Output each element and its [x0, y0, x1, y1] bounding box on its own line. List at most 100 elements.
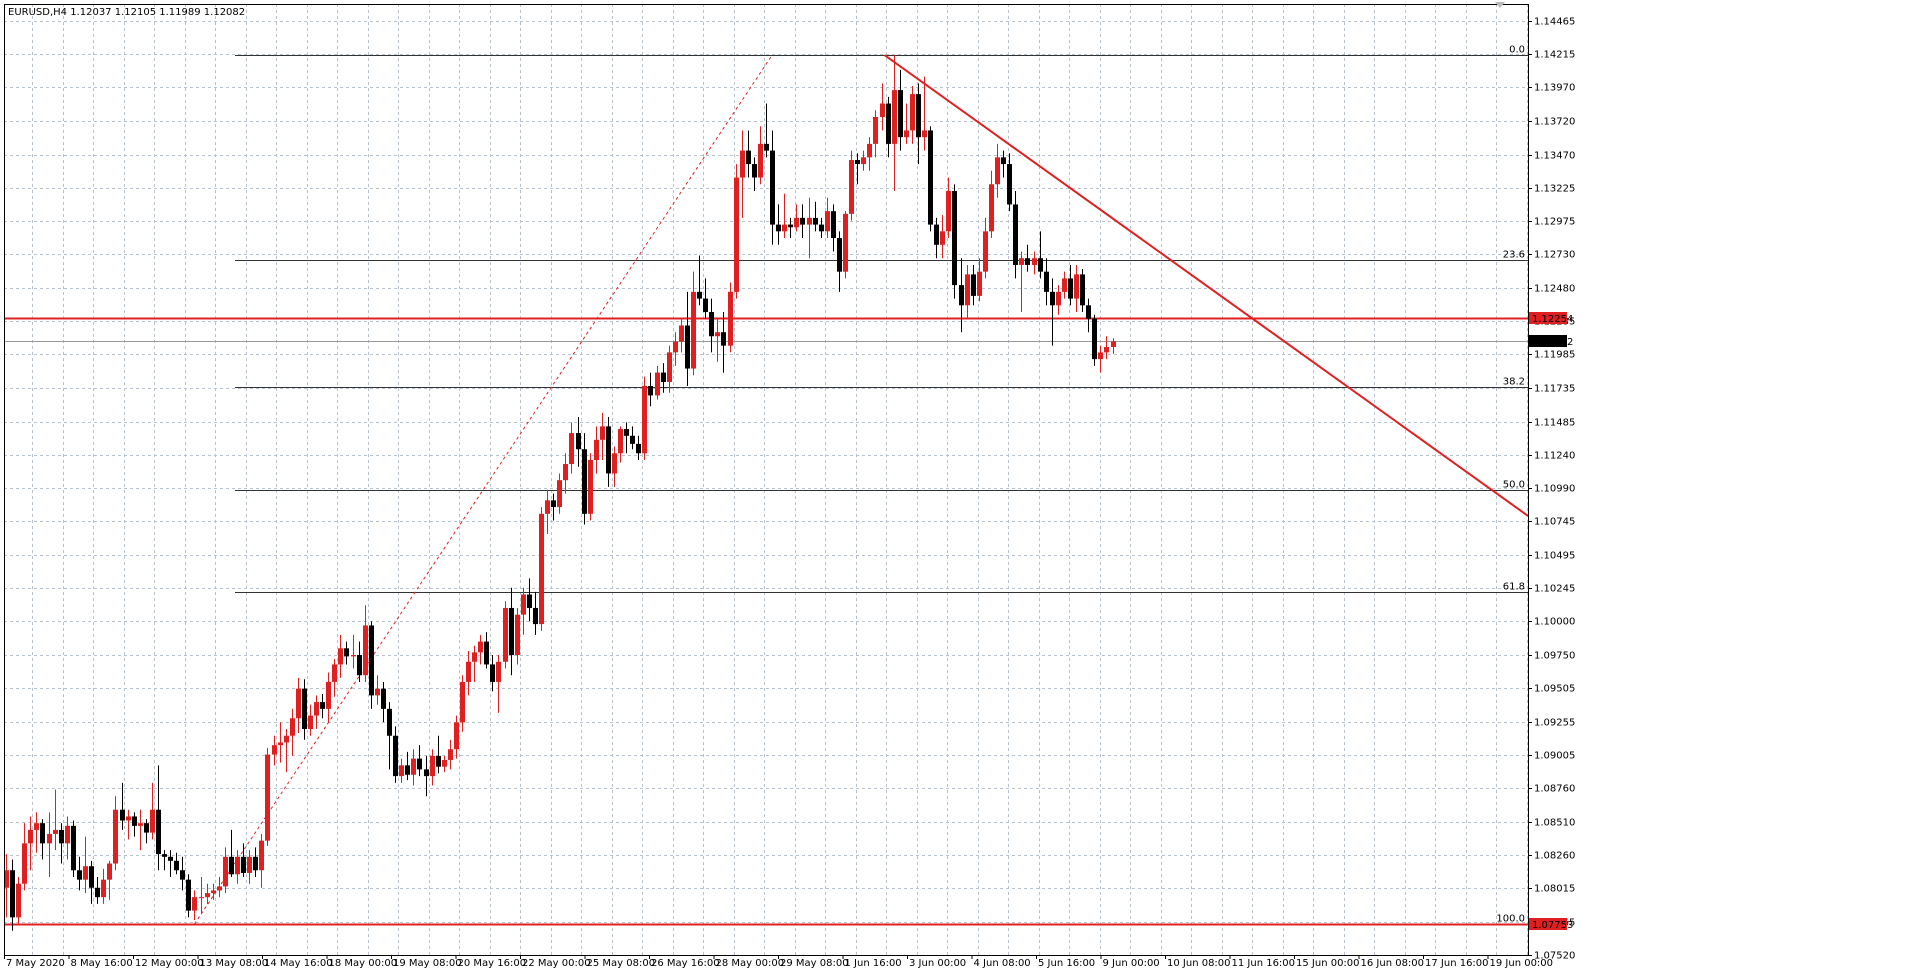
candle-body[interactable]: [296, 688, 301, 719]
candle-body[interactable]: [448, 749, 453, 760]
candle-body[interactable]: [630, 435, 635, 444]
scroll-marker-icon[interactable]: [1495, 2, 1505, 8]
candle-body[interactable]: [199, 897, 204, 899]
candle-body[interactable]: [934, 224, 939, 245]
candle-body[interactable]: [740, 150, 745, 178]
candle-body[interactable]: [861, 157, 866, 165]
candle-body[interactable]: [788, 224, 793, 228]
candle-body[interactable]: [503, 607, 508, 662]
candle-body[interactable]: [126, 816, 131, 821]
candle-body[interactable]: [211, 890, 216, 894]
candle-body[interactable]: [758, 143, 763, 178]
candle-body[interactable]: [138, 823, 143, 826]
candle-body[interactable]: [375, 688, 380, 696]
candle-body[interactable]: [849, 160, 854, 214]
candle-body[interactable]: [393, 735, 398, 777]
candle-body[interactable]: [1092, 318, 1097, 360]
candle-body[interactable]: [83, 866, 88, 880]
candle-body[interactable]: [679, 325, 684, 342]
candle-body[interactable]: [399, 765, 404, 777]
candle-body[interactable]: [1025, 258, 1030, 265]
candle-body[interactable]: [794, 217, 799, 228]
candle-body[interactable]: [47, 833, 52, 844]
candle-body[interactable]: [28, 829, 33, 844]
candle-body[interactable]: [563, 464, 568, 481]
candle-body[interactable]: [576, 433, 581, 450]
candle-body[interactable]: [369, 625, 374, 696]
candle-body[interactable]: [302, 688, 307, 730]
candle-body[interactable]: [338, 648, 343, 665]
candle-body[interactable]: [989, 184, 994, 232]
candle-body[interactable]: [995, 157, 1000, 185]
candle-body[interactable]: [636, 443, 641, 454]
candle-body[interactable]: [697, 291, 702, 299]
candle-body[interactable]: [1007, 164, 1012, 205]
candle-body[interactable]: [363, 625, 368, 676]
candle-body[interactable]: [314, 702, 319, 716]
candle-body[interactable]: [168, 856, 173, 861]
candle-body[interactable]: [691, 291, 696, 369]
candle-body[interactable]: [272, 745, 277, 755]
candle-body[interactable]: [1104, 347, 1109, 353]
candle-body[interactable]: [600, 426, 605, 440]
candle-body[interactable]: [89, 866, 94, 888]
candle-body[interactable]: [460, 681, 465, 723]
candle-body[interactable]: [916, 94, 921, 138]
candle-body[interactable]: [551, 500, 556, 508]
candle-body[interactable]: [411, 758, 416, 775]
candle-body[interactable]: [144, 823, 149, 833]
candle-body[interactable]: [77, 870, 82, 880]
candle-body[interactable]: [478, 641, 483, 653]
candle-body[interactable]: [886, 103, 891, 144]
candle-body[interactable]: [770, 150, 775, 225]
candle-body[interactable]: [113, 809, 118, 864]
candle-body[interactable]: [235, 856, 240, 875]
candle-body[interactable]: [466, 661, 471, 682]
candle-body[interactable]: [873, 116, 878, 144]
candle-body[interactable]: [387, 708, 392, 736]
candle-body[interactable]: [813, 217, 818, 225]
candle-body[interactable]: [344, 648, 349, 657]
candle-body[interactable]: [1056, 291, 1061, 306]
candle-body[interactable]: [618, 429, 623, 454]
candle-body[interactable]: [673, 341, 678, 353]
candle-body[interactable]: [424, 769, 429, 777]
candle-body[interactable]: [496, 661, 501, 682]
candle-body[interactable]: [253, 856, 258, 871]
candle-body[interactable]: [728, 291, 733, 346]
candle-body[interactable]: [685, 325, 690, 369]
candle-body[interactable]: [259, 840, 264, 871]
candle-body[interactable]: [59, 829, 64, 844]
candle-body[interactable]: [162, 854, 167, 857]
candle-body[interactable]: [521, 594, 526, 615]
candle-body[interactable]: [53, 829, 58, 834]
candle-body[interactable]: [1086, 305, 1091, 319]
candle-body[interactable]: [16, 883, 21, 918]
candle-body[interactable]: [837, 238, 842, 272]
candle-body[interactable]: [278, 742, 283, 746]
candle-body[interactable]: [515, 614, 520, 656]
candle-body[interactable]: [807, 217, 812, 225]
candle-body[interactable]: [642, 386, 647, 454]
candle-body[interactable]: [180, 870, 185, 880]
candle-body[interactable]: [156, 809, 161, 855]
candle-body[interactable]: [101, 879, 106, 898]
candle-body[interactable]: [290, 718, 295, 736]
candle-body[interactable]: [241, 856, 246, 873]
candle-body[interactable]: [1050, 291, 1055, 306]
candle-body[interactable]: [880, 103, 885, 117]
candle-body[interactable]: [430, 755, 435, 777]
candle-body[interactable]: [217, 886, 222, 891]
candle-body[interactable]: [34, 823, 39, 830]
candle-body[interactable]: [1019, 258, 1024, 265]
candle-body[interactable]: [983, 231, 988, 272]
candle-body[interactable]: [959, 285, 964, 306]
candle-body[interactable]: [776, 224, 781, 232]
candle-body[interactable]: [490, 664, 495, 682]
candle-body[interactable]: [10, 870, 15, 918]
candle-body[interactable]: [612, 453, 617, 474]
candle-body[interactable]: [205, 893, 210, 898]
candle-body[interactable]: [734, 177, 739, 292]
candle-body[interactable]: [417, 758, 422, 770]
candle-body[interactable]: [952, 190, 957, 286]
